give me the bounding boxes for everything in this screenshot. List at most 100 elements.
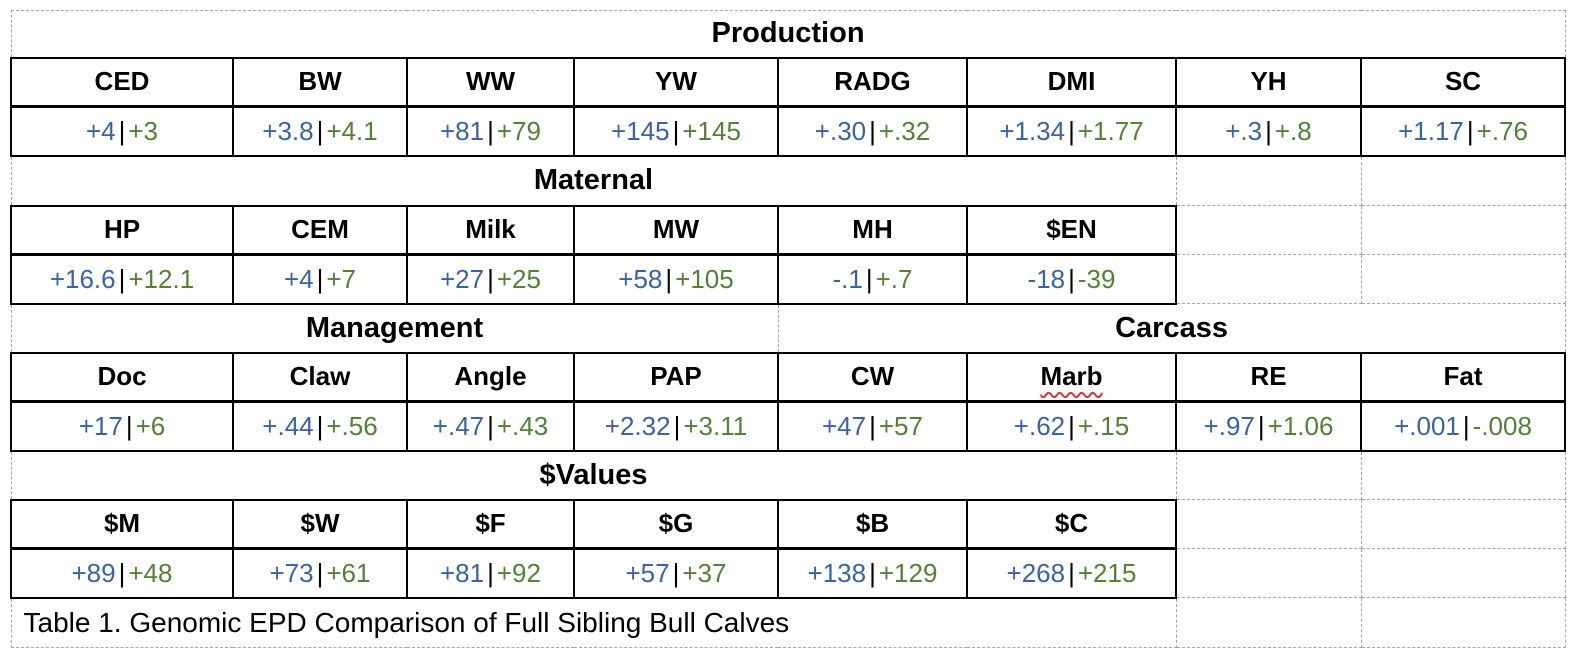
header-cell-yh: YH xyxy=(1175,56,1362,108)
header-cell-claw: Claw xyxy=(232,351,408,403)
bull1-value: +.3 xyxy=(1225,115,1263,146)
value-row-management-carcass: +17 | +6 +.44 | +.56 +.47 | +.43 +2.32 | +3.11 +… xyxy=(10,400,1567,452)
value-cell-angle: +.47 | +.43 xyxy=(406,400,575,452)
bull1-value: +268 xyxy=(1006,557,1066,588)
header-cell-hp: HP xyxy=(10,204,234,256)
pipe-separator: | xyxy=(673,410,681,441)
bull1-value: +58 xyxy=(618,263,663,294)
value-cell-dmi: +1.34 | +1.77 xyxy=(966,105,1177,157)
value-cell-sc: +1.17 | +.76 xyxy=(1359,105,1567,157)
header-cell-fat: Fat xyxy=(1359,351,1567,403)
bull1-value: +1.17 xyxy=(1398,115,1464,146)
pipe-separator: | xyxy=(1068,263,1075,294)
section-title-row-production: Production xyxy=(10,10,1566,58)
pipe-separator: | xyxy=(316,115,324,146)
bull1-value: -18 xyxy=(1027,263,1066,294)
table-caption: Table 1. Genomic EPD Comparison of Full … xyxy=(10,597,1177,648)
bull2-value: +7 xyxy=(326,263,357,294)
pipe-separator: | xyxy=(865,263,873,294)
empty-grid-cell xyxy=(1175,155,1362,206)
bull2-value: -39 xyxy=(1077,263,1116,294)
value-row-production: +4 | +3 +3.8 | +4.1 +81 | +79 +145 | +145 +.30 | +… xyxy=(10,105,1567,157)
bull2-value: +215 xyxy=(1077,557,1137,588)
header-cell-mw: MW xyxy=(573,204,779,256)
bull1-value: +47 xyxy=(822,410,867,441)
pipe-separator: | xyxy=(672,557,680,588)
bull1-value: +.30 xyxy=(814,115,867,146)
value-cell-re: +.97 | +1.06 xyxy=(1175,400,1362,452)
empty-grid-cell xyxy=(1175,205,1362,255)
epd-comparison-table: Production CED BW WW YW RADG DMI YH SC +… xyxy=(10,10,1567,648)
pipe-separator: | xyxy=(869,115,876,146)
empty-grid-cell xyxy=(1175,597,1362,648)
header-cell-en: $EN xyxy=(966,204,1177,256)
header-cell-re: RE xyxy=(1175,351,1362,403)
caption-row: Table 1. Genomic EPD Comparison of Full … xyxy=(10,597,1566,648)
bull1-value: +81 xyxy=(440,557,485,588)
value-cell-milk: +27 | +25 xyxy=(406,253,575,305)
header-cell-dmi: DMI xyxy=(966,56,1177,108)
header-cell-dollar-w: $W xyxy=(232,498,408,550)
bull2-value: +57 xyxy=(878,410,923,441)
header-cell-angle: Angle xyxy=(406,351,575,403)
pipe-separator: | xyxy=(1257,410,1265,441)
bull2-value: +61 xyxy=(326,557,371,588)
value-cell-dollar-b: +138 | +129 xyxy=(777,547,968,599)
value-cell-yw: +145 | +145 xyxy=(573,105,779,157)
value-cell-dollar-g: +57 | +37 xyxy=(573,547,779,599)
empty-grid-cell xyxy=(1360,450,1566,500)
bull1-value: +4 xyxy=(283,263,314,294)
pipe-separator: | xyxy=(487,410,494,441)
header-cell-bw: BW xyxy=(232,56,408,108)
bull1-value: +4 xyxy=(85,115,116,146)
pipe-separator: | xyxy=(672,115,680,146)
bull2-value: +3.11 xyxy=(683,410,748,441)
bull1-value: +73 xyxy=(269,557,314,588)
empty-grid-cell xyxy=(1360,205,1566,255)
header-cell-sc: SC xyxy=(1359,56,1567,108)
pipe-separator: | xyxy=(487,557,494,588)
header-cell-mh: MH xyxy=(777,204,968,256)
bull2-value: +3 xyxy=(128,115,159,146)
empty-grid-cell xyxy=(1360,254,1566,304)
bull2-value: +37 xyxy=(682,557,727,588)
bull1-value: +138 xyxy=(807,557,867,588)
section-title-carcass: Carcass xyxy=(777,303,1566,353)
bull2-value: -.008 xyxy=(1472,410,1532,441)
bull1-value: +81 xyxy=(440,115,485,146)
bull2-value: +145 xyxy=(682,115,741,146)
empty-grid-cell xyxy=(1175,499,1362,549)
pipe-separator: | xyxy=(1265,115,1272,146)
bull2-value: +.7 xyxy=(875,263,913,294)
bull2-value: +.43 xyxy=(496,410,549,441)
empty-grid-cell xyxy=(1175,254,1362,304)
empty-grid-cell xyxy=(1175,450,1362,500)
bull2-value: +12.1 xyxy=(128,263,195,294)
bull2-value: +129 xyxy=(878,557,938,588)
bull2-value: +48 xyxy=(128,557,173,588)
header-cell-dollar-f: $F xyxy=(406,498,575,550)
empty-grid-cell xyxy=(1360,499,1566,549)
bull2-value: +4.1 xyxy=(326,115,378,146)
bull1-value: +145 xyxy=(611,115,670,146)
bull1-value: +.97 xyxy=(1203,410,1255,441)
value-cell-yh: +.3 | +.8 xyxy=(1175,105,1362,157)
bull2-value: +.8 xyxy=(1274,115,1312,146)
pipe-separator: | xyxy=(118,115,126,146)
header-row-management-carcass: Doc Claw Angle PAP CW Marb RE Fat xyxy=(10,351,1567,403)
pipe-separator: | xyxy=(869,410,876,441)
value-cell-ced: +4 | +3 xyxy=(10,105,234,157)
section-title-values: $Values xyxy=(10,450,1177,500)
bull1-value: +17 xyxy=(78,410,123,441)
bull1-value: +16.6 xyxy=(49,263,116,294)
bull1-value: +.44 xyxy=(262,410,314,441)
section-title-production: Production xyxy=(10,10,1566,58)
pipe-separator: | xyxy=(316,263,324,294)
header-cell-dollar-g: $G xyxy=(573,498,779,550)
header-cell-pap: PAP xyxy=(573,351,779,403)
bull2-value: +.56 xyxy=(326,410,378,441)
empty-grid-cell xyxy=(1360,597,1566,648)
header-cell-milk: Milk xyxy=(406,204,575,256)
bull1-value: +57 xyxy=(625,557,670,588)
empty-grid-cell xyxy=(1175,548,1362,598)
